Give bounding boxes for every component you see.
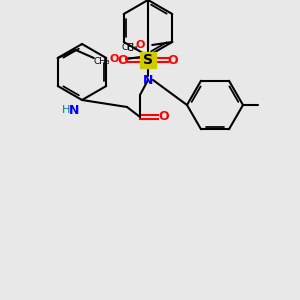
Text: N: N	[143, 74, 153, 86]
Text: O: O	[136, 40, 145, 50]
Text: O: O	[159, 110, 169, 124]
Text: C: C	[127, 43, 134, 53]
Text: O: O	[109, 54, 119, 64]
Bar	[140, 52, 156, 68]
Text: N: N	[69, 103, 79, 116]
Text: CH₃: CH₃	[94, 58, 110, 67]
Text: O: O	[118, 53, 128, 67]
Text: CH₃: CH₃	[122, 44, 139, 52]
Text: H: H	[62, 105, 70, 115]
Text: O: O	[168, 53, 178, 67]
Text: S: S	[143, 53, 153, 67]
